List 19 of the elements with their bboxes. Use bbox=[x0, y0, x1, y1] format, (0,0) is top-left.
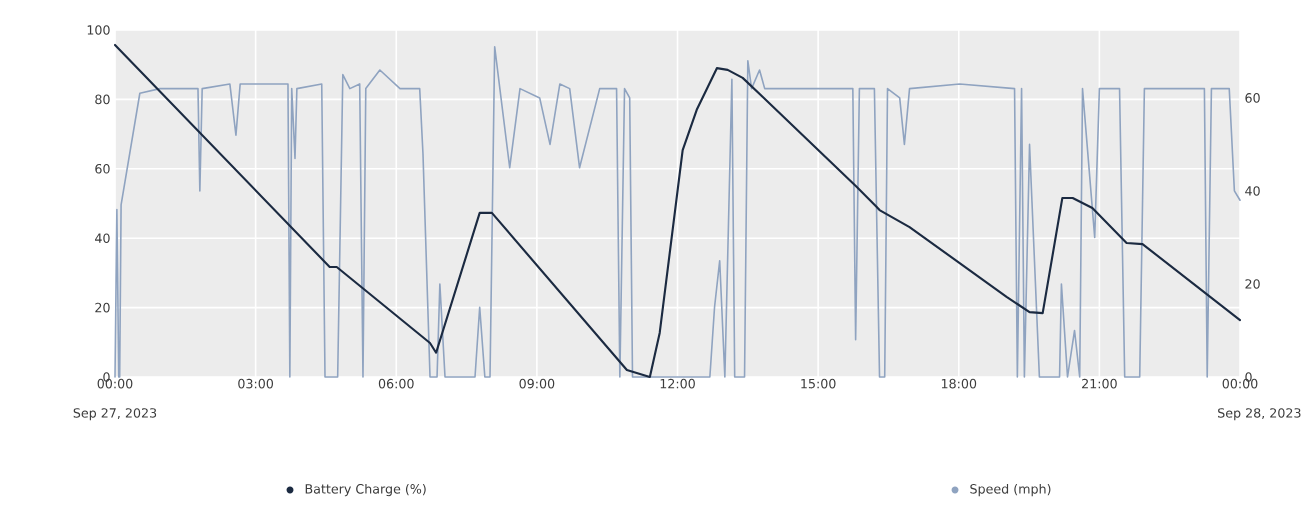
legend-label: Battery Charge (%) bbox=[305, 483, 426, 497]
x-tick-label: 15:00 bbox=[801, 378, 836, 389]
y2-tick-label: 20 bbox=[1245, 279, 1260, 289]
x-tick-label: 03:00 bbox=[238, 378, 274, 389]
y-tick-label: 100 bbox=[87, 25, 110, 35]
text: Sep 27, 2023 bbox=[73, 408, 157, 421]
y-tick-label: 60 bbox=[95, 164, 110, 174]
y-tick-label: 20 bbox=[95, 302, 110, 313]
y-tick-label: 40 bbox=[95, 233, 110, 243]
y2-tick-label: 40 bbox=[1245, 186, 1260, 196]
text: Sep 28, 2023 bbox=[1218, 408, 1301, 421]
x-tick-label: 09:00 bbox=[519, 378, 555, 389]
x-tick-label: 18:00 bbox=[941, 378, 977, 389]
x-tick-label: 12:00 bbox=[660, 378, 695, 389]
legend-label: Speed (mph) bbox=[970, 483, 1051, 497]
y-tick-label: 80 bbox=[95, 94, 110, 105]
x-tick-label: 21:00 bbox=[1082, 378, 1117, 389]
x-tick-label: 06:00 bbox=[378, 378, 414, 389]
y2-tick-label: 60 bbox=[1245, 93, 1260, 103]
